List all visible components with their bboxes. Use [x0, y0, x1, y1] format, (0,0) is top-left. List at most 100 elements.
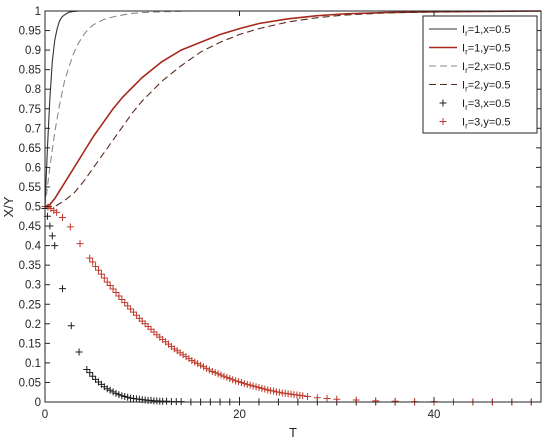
legend-label: Ir=3,x=0.5: [462, 98, 511, 112]
legend-entry: Ir=2,y=0.5: [429, 80, 511, 94]
y-tick-label: 0.9: [25, 45, 41, 57]
series-layer: [41, 10, 542, 406]
series-6-point: [249, 382, 257, 390]
legend-box: [422, 15, 538, 134]
legend-label-subscript: r: [465, 66, 468, 75]
series-6-point: [118, 296, 126, 304]
series-5-point: [89, 372, 97, 380]
legend-swatch: [439, 118, 447, 125]
series-6-point: [200, 363, 208, 371]
series-6-point: [372, 397, 380, 405]
series-5-point: [48, 232, 56, 240]
series-6-point: [194, 360, 202, 368]
legend-label-subscript: r: [465, 29, 468, 38]
series-6-point: [304, 393, 312, 401]
series-6-point: [197, 361, 205, 369]
series-5-point: [59, 285, 67, 293]
series-6-point: [229, 376, 237, 384]
x-tick-label: 40: [428, 409, 441, 421]
series-6-point: [264, 386, 272, 394]
series-6-point: [246, 381, 254, 389]
series-6-point: [92, 262, 100, 270]
legend-label-rest: =2,y=0.5: [468, 80, 511, 92]
y-tick-label: 0.6: [25, 162, 41, 174]
series-5-point: [83, 366, 91, 374]
legend-entry: Ir=3,y=0.5: [439, 117, 511, 131]
legend-label-rest: =2,x=0.5: [468, 61, 511, 73]
legend-label-rest: =1,y=0.5: [468, 43, 511, 55]
legend-label-rest: =3,y=0.5: [468, 117, 511, 129]
series-6-point: [127, 305, 135, 313]
series-6-point: [243, 380, 251, 388]
y-tick-label: 0.3: [25, 280, 41, 292]
series-5-point: [118, 392, 126, 400]
series-6-point: [191, 358, 199, 366]
series-6-point: [130, 308, 138, 316]
series-6-point: [275, 388, 283, 396]
y-tick-label: 0.8: [25, 84, 41, 96]
series-6-point: [109, 285, 117, 293]
series-6-point: [391, 397, 399, 405]
y-tick-label: 0.45: [19, 221, 41, 233]
series-6-point: [223, 373, 231, 381]
legend-swatch: [439, 99, 447, 107]
x-axis: 0 20 40: [42, 11, 441, 421]
y-axis: 0 0.05 0.1 0.15 0.2 0.25 0.3 0.35 0.4 0.45 0.5 0.55…: [19, 6, 541, 409]
series-5-point: [106, 386, 114, 394]
legend-label-subscript: r: [465, 85, 468, 94]
legend-label-rest: =3,x=0.5: [468, 98, 511, 110]
y-tick-label: 0.7: [25, 123, 41, 135]
series-6-point: [205, 366, 213, 374]
series-6-point: [115, 292, 123, 300]
y-tick-label: 1: [35, 6, 41, 18]
legend-label: Ir=2,x=0.5: [462, 61, 511, 75]
y-tick-label: 0.35: [19, 260, 41, 272]
series-6-point: [211, 369, 219, 377]
y-tick-label: 0.65: [19, 143, 41, 155]
series-6-point: [94, 266, 102, 274]
y-tick-label: 0.85: [19, 65, 41, 77]
series-5-point: [75, 348, 83, 356]
legend-label-subscript: r: [465, 48, 468, 57]
series-5-point: [103, 385, 111, 393]
series-4-line: [45, 10, 542, 208]
series-6-point: [76, 240, 84, 248]
series-6-point: [258, 384, 266, 392]
series-6-point: [124, 302, 132, 310]
x-tick-label: 0: [42, 409, 48, 421]
series-6-point: [97, 270, 105, 278]
series-6-point: [235, 378, 243, 386]
series-6-point: [208, 368, 216, 376]
series-6-point: [106, 281, 114, 289]
series-6-point: [237, 378, 245, 386]
series-6-point: [313, 394, 321, 402]
series-5-point: [115, 391, 123, 399]
series-6-point: [59, 213, 67, 221]
series-5-point: [124, 393, 132, 401]
series-5-point: [86, 369, 94, 377]
y-tick-label: 0.75: [19, 104, 41, 116]
legend-label: Ir=2,y=0.5: [462, 80, 511, 94]
series-6-point: [89, 258, 97, 266]
series-6-point: [66, 223, 74, 231]
series-6-markers: [41, 203, 535, 406]
series-6-point: [53, 208, 61, 216]
y-tick-label: 0.05: [19, 377, 41, 389]
series-5-point: [67, 322, 75, 330]
series-5-point: [112, 389, 120, 397]
legend-entry: Ir=3,x=0.5: [439, 98, 511, 112]
y-tick-label: 0.1: [25, 358, 41, 370]
series-6-point: [299, 392, 307, 400]
series-6-point: [323, 394, 331, 402]
series-6-point: [270, 387, 278, 395]
series-6-point: [252, 383, 260, 391]
legend: Ir=1,x=0.5 Ir=1,y=0.5 Ir=2,x=0.5 Ir=2,y=0.5…: [422, 15, 538, 134]
series-6-point: [44, 203, 52, 211]
legend-label-subscript: r: [465, 122, 468, 131]
legend-entry: Ir=2,x=0.5: [429, 61, 511, 75]
y-tick-label: 0.95: [19, 26, 41, 38]
x-tick-label: 20: [233, 409, 246, 421]
legend-entry: Ir=1,x=0.5: [429, 24, 511, 38]
y-tick-label: 0.4: [25, 241, 42, 253]
series-2-line: [44, 10, 542, 208]
